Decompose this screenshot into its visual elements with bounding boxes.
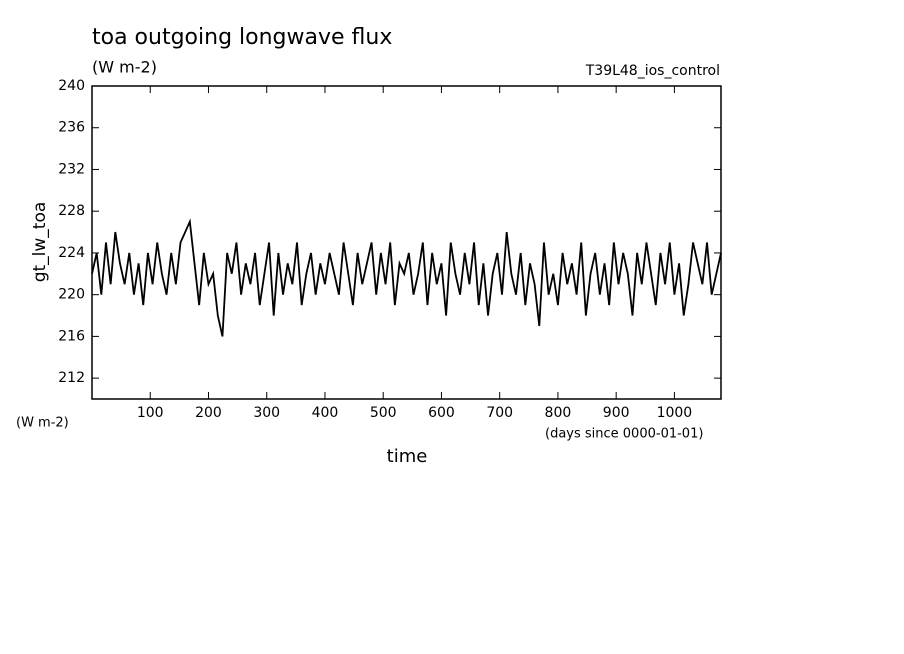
x-tick-label: 200 (195, 405, 222, 421)
x-tick-label: 900 (603, 405, 630, 421)
run-name: T39L48_ios_control (585, 63, 720, 79)
x-tick-label: 400 (312, 405, 339, 421)
x-tick-label: 600 (428, 405, 455, 421)
x-tick-label: 300 (253, 405, 280, 421)
y-tick-label: 212 (58, 370, 85, 386)
y-axis-label: gt_lw_toa (30, 202, 50, 283)
x-tick-label: 800 (545, 405, 572, 421)
x-tick-label: 1000 (657, 405, 693, 421)
units: (W m-2) (92, 58, 157, 77)
x-tick-label: 100 (137, 405, 164, 421)
x-units: (days since 0000-01-01) (545, 427, 703, 442)
y-tick-label: 224 (58, 245, 85, 261)
y-tick-label: 228 (58, 203, 85, 219)
plot-frame (91, 85, 722, 400)
x-axis-label: time (387, 446, 428, 467)
y-tick-label: 236 (58, 120, 85, 136)
chart-title: toa outgoing longwave flux (92, 25, 392, 50)
y-units: (W m-2) (16, 416, 69, 431)
data-line (91, 218, 722, 337)
x-tick-label: 700 (486, 405, 513, 421)
y-tick-label: 220 (58, 287, 85, 303)
y-tick-label: 232 (58, 161, 85, 177)
y-tick-label: 240 (58, 78, 85, 94)
x-tick-label: 500 (370, 405, 397, 421)
y-tick-label: 216 (58, 328, 85, 344)
